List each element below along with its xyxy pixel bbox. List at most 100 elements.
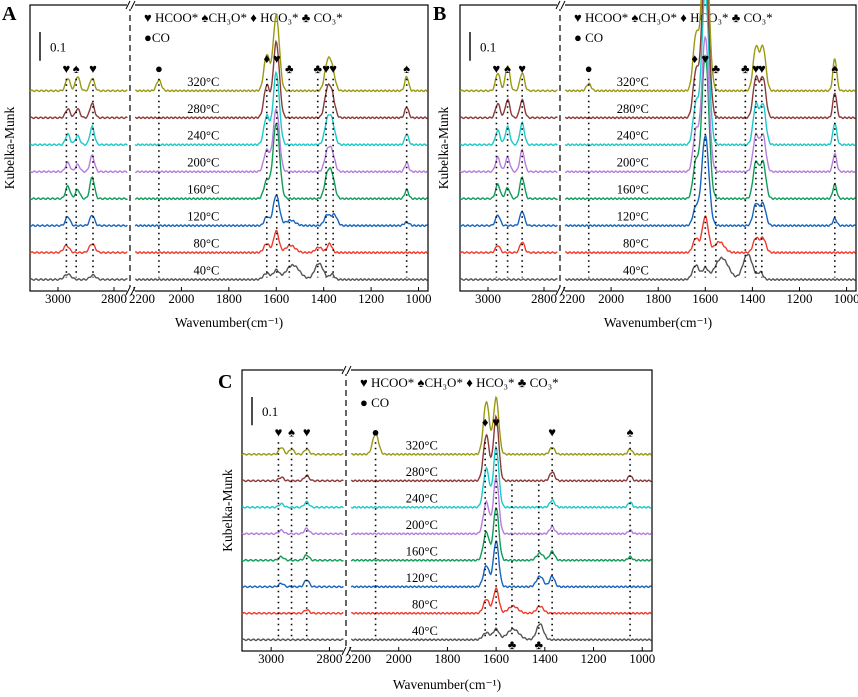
x-tick-label: 1800	[645, 291, 671, 306]
peak-marker-symbol: ♥	[518, 61, 526, 76]
peak-marker-symbol: ♥	[492, 414, 500, 429]
x-axis-label: Wavenumber(cm⁻¹)	[604, 315, 712, 330]
temperature-label: 160°C	[617, 183, 649, 197]
spectrum-line	[241, 638, 344, 642]
axis-break-gap	[557, 1, 565, 9]
spectrum-line	[134, 70, 428, 147]
axis-break-mark	[346, 365, 352, 375]
spectrum-line	[350, 587, 652, 615]
peak-marker-symbol: ♠	[288, 424, 295, 439]
peak-marker-symbol: ♥	[273, 51, 281, 66]
peak-marker-symbol: ♦	[263, 51, 270, 66]
temperature-label: 120°C	[187, 210, 219, 224]
peak-marker-symbol: ♦	[691, 51, 698, 66]
spectrum-line	[134, 262, 428, 282]
peak-marker-symbol: ●	[155, 61, 163, 76]
temperature-label: 160°C	[187, 183, 219, 197]
temperature-label: 80°C	[412, 597, 438, 611]
temperature-label: 80°C	[623, 237, 649, 251]
y-axis-label: Kubelka-Munk	[220, 469, 235, 552]
temperature-label: 80°C	[194, 237, 220, 251]
peak-marker-symbol: ♠	[73, 61, 80, 76]
spectrum-line	[134, 123, 428, 201]
peak-marker-symbol: ♥	[63, 61, 71, 76]
axis-break-mark	[555, 286, 561, 296]
spectrum-line	[241, 474, 344, 483]
scale-bar-label: 0.1	[50, 39, 66, 54]
peak-marker-symbol: ♠	[504, 61, 511, 76]
panel-letter: C	[218, 371, 232, 393]
peak-marker-symbol: ♠	[831, 61, 838, 76]
series-320c	[459, 0, 856, 93]
series-280c	[29, 39, 428, 120]
plot-frame	[29, 4, 429, 292]
chart-panel-c: C 3000 2800 2200 2000 1800 1600 1400 1200 1000 Wav…	[218, 365, 655, 692]
series-40c	[459, 253, 856, 282]
x-tick-label: 1000	[629, 651, 655, 666]
x-tick-label: 1200	[581, 651, 607, 666]
spectrum-line	[350, 540, 652, 589]
scale-bar-label: 0.1	[262, 404, 278, 419]
x-tick-label: 3000	[45, 291, 71, 306]
x-axis-label: Wavenumber(cm⁻¹)	[175, 315, 283, 330]
series-200c	[459, 35, 856, 174]
x-tick-label: 2000	[598, 291, 624, 306]
axis-break-gap	[127, 1, 135, 9]
x-tick-label: 1600	[483, 651, 509, 666]
series-120c	[241, 540, 652, 589]
spectrum-line	[134, 107, 428, 174]
spectrum-line	[459, 98, 558, 120]
peak-marker-symbol: ♥	[701, 51, 709, 66]
series-80c	[459, 215, 856, 255]
spectrum-line	[459, 64, 558, 93]
temperature-label: 240°C	[617, 129, 649, 143]
temperature-label: 120°C	[617, 210, 649, 224]
temperature-label: 200°C	[187, 156, 219, 170]
series-40c	[241, 623, 652, 642]
axis-break-mark	[341, 365, 347, 375]
spectrum-line	[460, 120, 558, 147]
peak-marker-symbol: ♥	[329, 61, 337, 76]
axis-break-gap	[127, 287, 135, 295]
spectrum-line	[29, 176, 128, 201]
spectrum-line	[459, 277, 558, 282]
spectrum-line	[241, 609, 344, 615]
temperature-label: 200°C	[617, 156, 649, 170]
series-160c	[29, 123, 428, 201]
legend-line-2: ● CO	[360, 395, 389, 410]
series-320c	[29, 13, 428, 93]
peak-marker-symbol: ♥	[548, 424, 556, 439]
temperature-label: 200°C	[406, 518, 438, 532]
series-120c	[29, 193, 428, 228]
axis-break-mark	[125, 286, 131, 296]
series-240c	[460, 0, 856, 147]
x-tick-label: 1400	[532, 651, 558, 666]
series-40c	[29, 262, 428, 282]
temperature-label: 320°C	[406, 438, 438, 452]
peak-marker-symbol: ♣	[285, 61, 294, 76]
axis-break-mark	[560, 0, 566, 10]
axis-break-gap	[343, 647, 351, 655]
peak-marker-symbol: ♥	[89, 61, 97, 76]
peak-marker-symbol: ♥	[752, 61, 760, 76]
spectrum-line	[350, 414, 652, 483]
peak-marker-symbol: ♣	[712, 61, 721, 76]
temperature-label: 160°C	[406, 544, 438, 558]
temperature-label: 40°C	[412, 624, 438, 638]
y-axis-label: Kubelka-Munk	[2, 107, 17, 190]
series-200c	[241, 476, 652, 536]
spectrum-line	[241, 553, 344, 562]
peak-marker-symbol: ♥	[275, 424, 283, 439]
spectrum-line	[459, 176, 558, 201]
spectrum-line	[30, 124, 128, 147]
peak-marker-symbol: ♥	[303, 424, 311, 439]
x-axis-label: Wavenumber(cm⁻¹)	[393, 677, 501, 692]
x-tick-label: 1000	[406, 291, 432, 306]
spectrum-line	[242, 500, 344, 509]
series-160c	[459, 54, 856, 201]
spectrum-line	[29, 153, 128, 174]
spectrum-line	[350, 476, 652, 536]
x-tick-label: 2200	[345, 651, 371, 666]
spectrum-line	[134, 229, 428, 255]
